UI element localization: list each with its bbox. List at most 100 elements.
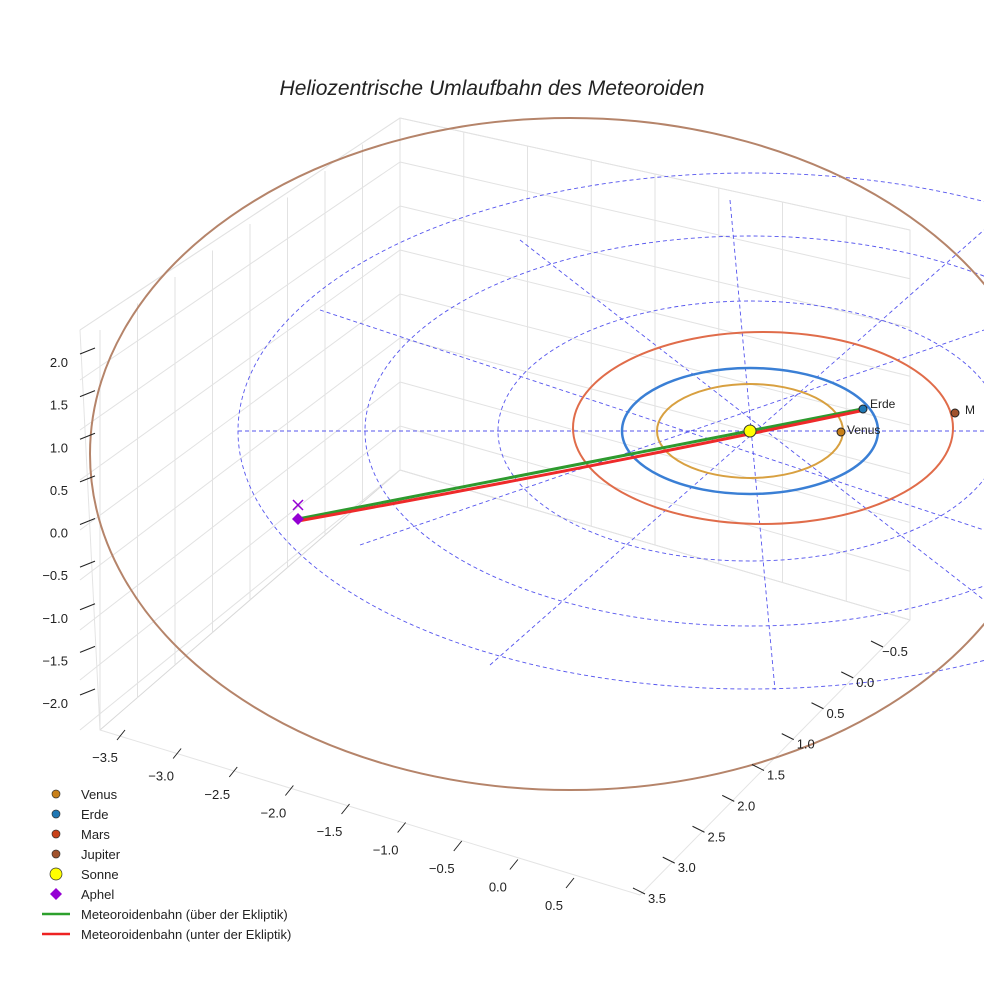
- grid-line: [79, 249, 401, 481]
- y-tick-label: 1.0: [797, 737, 815, 752]
- jupiter-orbit: [89, 117, 984, 791]
- z-tick-label: 1.5: [50, 398, 68, 413]
- y-tick-label: 0.0: [856, 675, 874, 690]
- legend: Venus Erde Mars Jupiter Sonne Aphel Meteoroide…: [42, 787, 291, 942]
- earth-marker: [858, 404, 868, 414]
- grid-line: [79, 161, 401, 381]
- y-tick: [870, 640, 884, 648]
- z-tick: [79, 347, 96, 355]
- legend-marker: [51, 809, 61, 819]
- legend-label: Meteoroidenbahn (unter der Ekliptik): [81, 927, 291, 942]
- tick-labels: 2.0 1.5 1.0 0.5 0.0 −0.5 −1.0 −1.5 −2.0 −3.5 −3.0 −…: [42, 347, 908, 913]
- grid-line: [79, 337, 401, 581]
- y-tick-label: 1.5: [767, 768, 785, 783]
- x-tick: [565, 877, 575, 889]
- legend-marker: [51, 789, 61, 799]
- mars-orbit: [572, 331, 954, 525]
- x-tick: [341, 803, 350, 815]
- z-tick: [79, 688, 96, 696]
- legend-marker: [49, 867, 63, 881]
- x-tick: [228, 766, 238, 778]
- grid-line: [399, 425, 911, 572]
- z-tick: [79, 475, 96, 483]
- y-tick: [811, 702, 824, 710]
- x-tick-label: −1.5: [317, 824, 343, 839]
- x-tick: [453, 840, 463, 852]
- y-tick-label: 3.0: [678, 860, 696, 875]
- grid-line: [399, 469, 911, 621]
- y-tick: [781, 733, 794, 741]
- y-tick: [841, 671, 854, 679]
- z-tick-label: 0.5: [50, 483, 68, 498]
- z-tick-label: −2.0: [42, 696, 68, 711]
- legend-diamond: [50, 888, 62, 900]
- aphel-marker: [292, 513, 304, 525]
- grid-line: [79, 205, 401, 431]
- x-tick-label: −3.5: [92, 750, 118, 765]
- z-tick: [79, 645, 96, 653]
- y-tick-label: 2.5: [707, 829, 725, 844]
- z-tick-label: 1.0: [50, 440, 68, 455]
- x-tick-label: 0.0: [489, 880, 507, 895]
- earth-orbit: [620, 366, 880, 496]
- legend-label: Erde: [81, 807, 108, 822]
- y-tick: [632, 887, 646, 895]
- x-tick-label: −3.0: [148, 769, 174, 784]
- x-tick: [172, 748, 182, 759]
- z-tick: [79, 432, 96, 440]
- y-tick-label: −0.5: [882, 644, 908, 659]
- grid-line: [79, 293, 401, 531]
- x-tick: [509, 859, 519, 870]
- label-venus: Venus: [847, 423, 880, 437]
- axis-panes: [79, 117, 911, 896]
- z-tick: [79, 560, 96, 568]
- grid-line: [399, 337, 911, 475]
- y-tick-label: 0.5: [826, 706, 844, 721]
- legend-label: Jupiter: [81, 847, 121, 862]
- y-tick: [692, 825, 705, 833]
- z-tick-label: 0.0: [50, 526, 68, 541]
- grid-line: [79, 381, 401, 631]
- y-tick: [662, 856, 675, 864]
- grid-line: [79, 117, 401, 331]
- x-tick-label: 0.5: [545, 898, 563, 913]
- legend-label: Aphel: [81, 887, 114, 902]
- y-tick-label: 3.5: [648, 891, 666, 906]
- legend-label: Mars: [81, 827, 110, 842]
- z-tick-label: −1.5: [42, 653, 68, 668]
- sun-marker: [743, 424, 757, 438]
- z-tick-label: −0.5: [42, 568, 68, 583]
- z-tick: [79, 390, 96, 398]
- legend-label: Meteoroidenbahn (über der Ekliptik): [81, 907, 288, 922]
- z-tick-label: −1.0: [42, 611, 68, 626]
- y-tick: [751, 764, 765, 771]
- aphel-projection-marker: [292, 499, 304, 511]
- label-erde: Erde: [870, 397, 896, 411]
- meteoroid-path-below: [297, 409, 861, 523]
- y-tick-label: 2.0: [737, 798, 755, 813]
- x-tick-label: −1.0: [373, 843, 399, 858]
- x-tick-label: −0.5: [429, 861, 455, 876]
- mars-marker: [950, 408, 960, 418]
- x-tick-label: −2.0: [261, 806, 287, 821]
- grid-line: [79, 425, 401, 681]
- legend-label: Sonne: [81, 867, 119, 882]
- x-tick: [284, 785, 294, 796]
- z-tick: [79, 518, 96, 525]
- meteoroid-path-above: [297, 407, 863, 521]
- x-tick-label: −2.5: [204, 787, 230, 802]
- venus-marker: [836, 427, 846, 437]
- y-tick: [722, 794, 735, 802]
- legend-marker: [51, 849, 61, 859]
- chart-title: Heliozentrische Umlaufbahn des Meteoroid…: [280, 77, 705, 100]
- x-tick: [397, 822, 407, 833]
- legend-marker: [51, 829, 61, 839]
- x-tick: [116, 729, 126, 741]
- ecliptic-grid: [237, 172, 984, 691]
- label-mars: M: [965, 403, 975, 417]
- z-tick: [79, 603, 96, 611]
- z-tick-label: 2.0: [50, 355, 68, 370]
- legend-label: Venus: [81, 787, 118, 802]
